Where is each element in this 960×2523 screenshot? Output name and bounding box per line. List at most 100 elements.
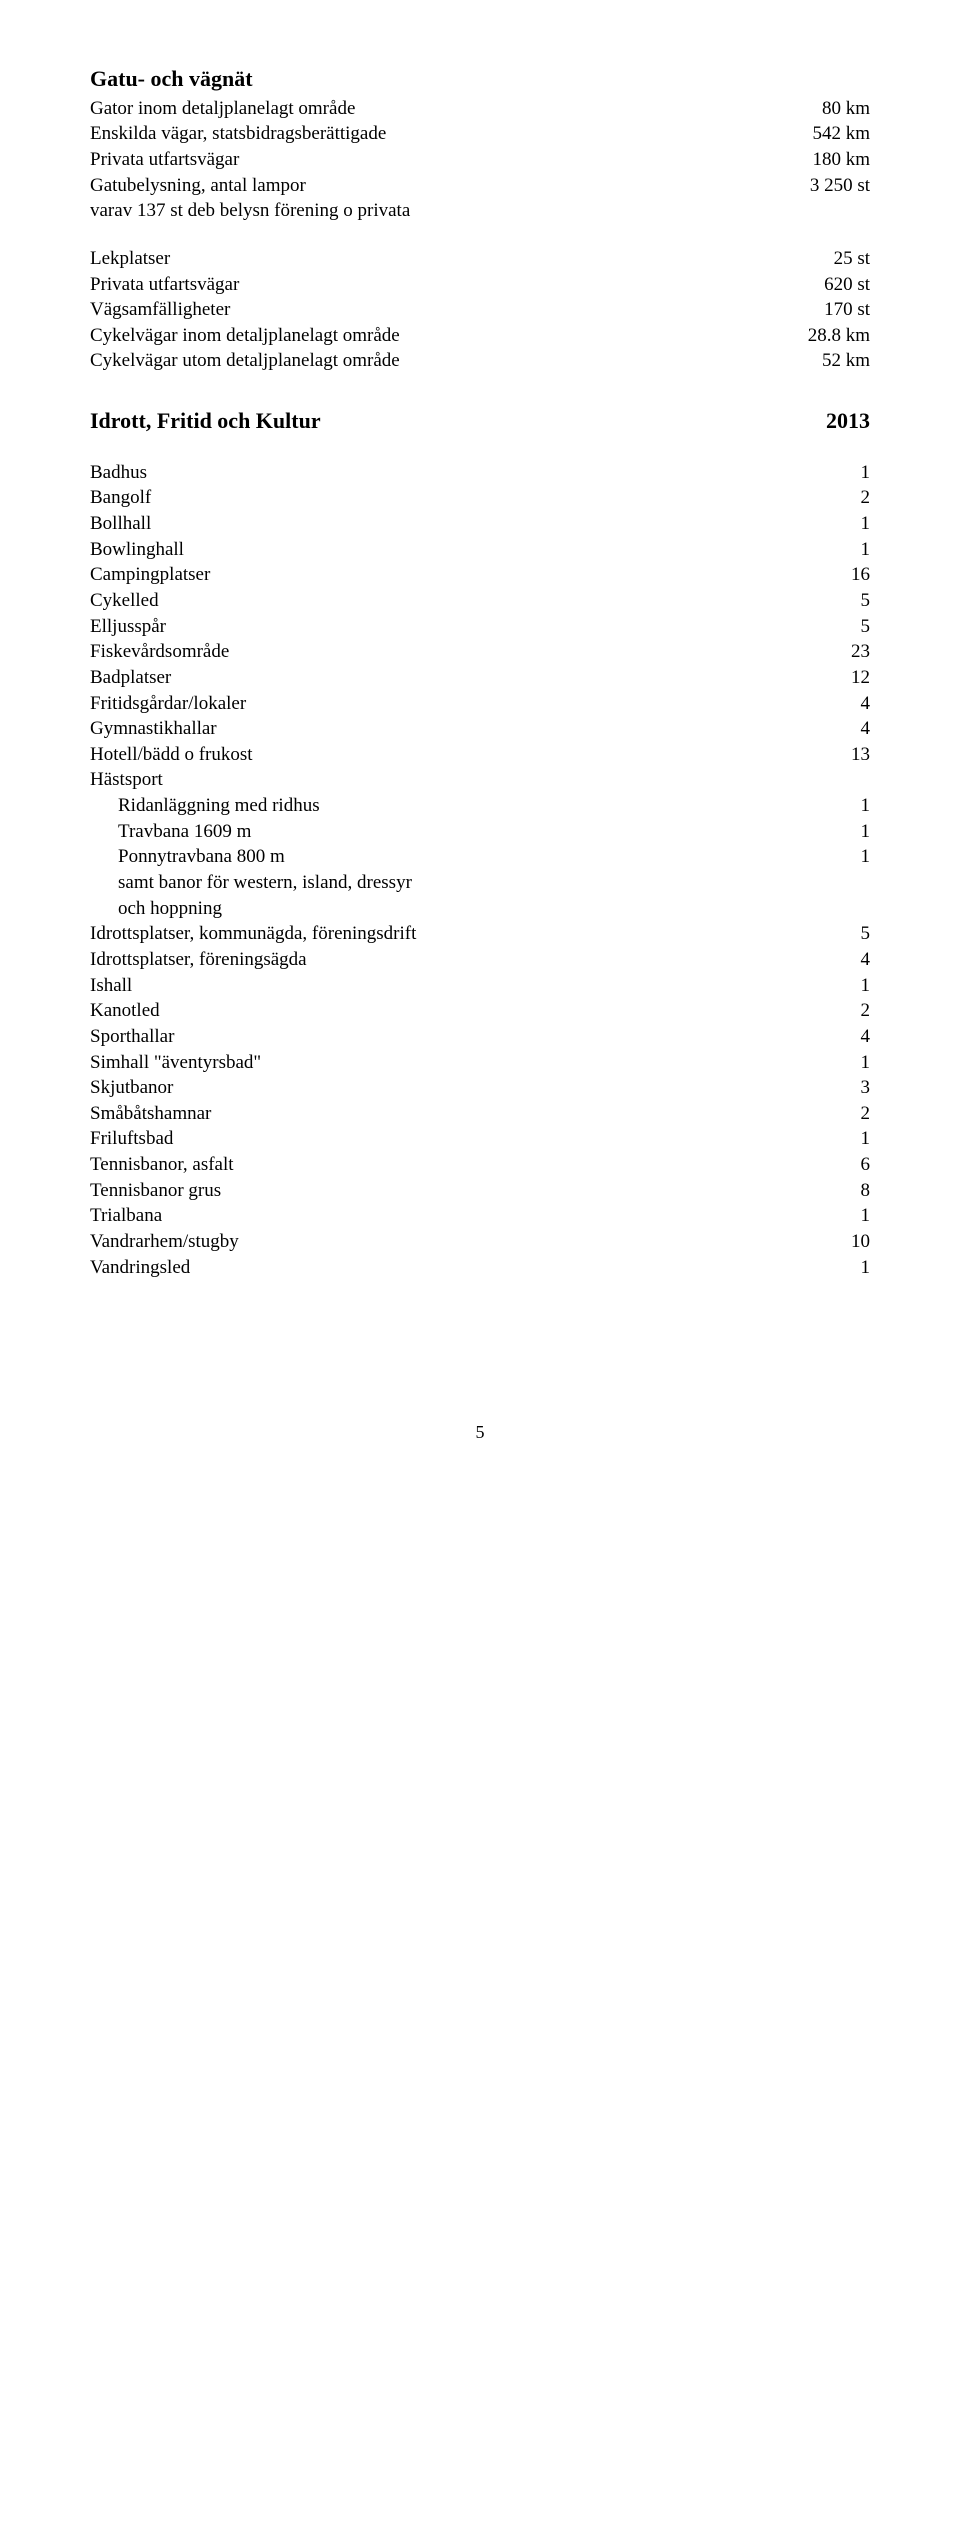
row-label: Gator inom detaljplanelagt område (90, 96, 760, 122)
row-value: 4 (820, 1024, 870, 1050)
data-row: Privata utfartsvägar180 km (90, 147, 870, 173)
data-row: Sporthallar4 (90, 1024, 870, 1050)
data-row: Vägsamfälligheter170 st (90, 297, 870, 323)
row-value: 23 (820, 639, 870, 665)
row-value: 25 st (760, 246, 870, 272)
row-value: 1 (820, 1050, 870, 1076)
row-label: Ishall (90, 973, 820, 999)
data-row: Campingplatser16 (90, 562, 870, 588)
row-label: Skjutbanor (90, 1075, 820, 1101)
row-value: 180 km (760, 147, 870, 173)
data-row: Skjutbanor3 (90, 1075, 870, 1101)
row-value: 5 (820, 921, 870, 947)
data-row: Elljusspår5 (90, 614, 870, 640)
data-row: Småbåtshamnar2 (90, 1101, 870, 1127)
row-value: 10 (820, 1229, 870, 1255)
data-row: Hotell/bädd o frukost13 (90, 742, 870, 768)
data-row: Bangolf2 (90, 485, 870, 511)
data-row: Bollhall1 (90, 511, 870, 537)
row-value: 2 (820, 998, 870, 1024)
data-row: Tennisbanor grus8 (90, 1178, 870, 1204)
data-row: Cykelled5 (90, 588, 870, 614)
row-value: 3 (820, 1075, 870, 1101)
data-row: Hästsport (90, 767, 870, 793)
row-label: Tennisbanor grus (90, 1178, 820, 1204)
row-label: Sporthallar (90, 1024, 820, 1050)
row-value: 1 (820, 844, 870, 870)
row-label: samt banor för western, island, dressyr (90, 870, 820, 896)
row-label: Bollhall (90, 511, 820, 537)
page-number: 5 (90, 1420, 870, 1444)
section3-heading-row: Idrott, Fritid och Kultur 2013 (90, 402, 870, 438)
row-value: 80 km (760, 96, 870, 122)
row-label: Gymnastikhallar (90, 716, 820, 742)
row-value: 2 (820, 1101, 870, 1127)
section1-heading: Gatu- och vägnät (90, 64, 870, 94)
row-value: 52 km (760, 348, 870, 374)
row-label: Småbåtshamnar (90, 1101, 820, 1127)
row-value: 4 (820, 691, 870, 717)
row-label: Idrottsplatser, kommunägda, föreningsdri… (90, 921, 820, 947)
row-value: 16 (820, 562, 870, 588)
data-row: Gator inom detaljplanelagt område80 km (90, 96, 870, 122)
data-row: Gatubelysning, antal lampor3 250 st (90, 173, 870, 199)
row-label: Hotell/bädd o frukost (90, 742, 820, 768)
row-label: Privata utfartsvägar (90, 147, 760, 173)
row-label: Badhus (90, 460, 820, 486)
data-row: Bowlinghall1 (90, 537, 870, 563)
row-value: 1 (820, 537, 870, 563)
data-row: Travbana 1609 m1 (90, 819, 870, 845)
row-value: 5 (820, 588, 870, 614)
row-label: Cykelvägar utom detaljplanelagt område (90, 348, 760, 374)
row-value: 6 (820, 1152, 870, 1178)
row-label: Vandrarhem/stugby (90, 1229, 820, 1255)
data-row: Gymnastikhallar4 (90, 716, 870, 742)
data-row: Enskilda vägar, statsbidragsberättigade5… (90, 121, 870, 147)
row-label: Vägsamfälligheter (90, 297, 760, 323)
row-label: Cykelvägar inom detaljplanelagt område (90, 323, 760, 349)
row-label: Trialbana (90, 1203, 820, 1229)
data-row: Simhall "äventyrsbad"1 (90, 1050, 870, 1076)
row-value: 1 (820, 1126, 870, 1152)
data-row: Kanotled2 (90, 998, 870, 1024)
row-label: Cykelled (90, 588, 820, 614)
row-label: Idrottsplatser, föreningsägda (90, 947, 820, 973)
section3-year: 2013 (820, 406, 870, 436)
row-value: 1 (820, 1255, 870, 1281)
data-row: samt banor för western, island, dressyr (90, 870, 870, 896)
row-value: 8 (820, 1178, 870, 1204)
row-label: Badplatser (90, 665, 820, 691)
data-row: Cykelvägar inom detaljplanelagt område28… (90, 323, 870, 349)
data-row: Ishall1 (90, 973, 870, 999)
row-value: 5 (820, 614, 870, 640)
row-value: 542 km (760, 121, 870, 147)
data-row: Friluftsbad1 (90, 1126, 870, 1152)
data-row: Vandringsled1 (90, 1255, 870, 1281)
data-row: Vandrarhem/stugby10 (90, 1229, 870, 1255)
row-value: 3 250 st (760, 173, 870, 199)
data-row: Privata utfartsvägar620 st (90, 272, 870, 298)
data-row: Cykelvägar utom detaljplanelagt område52… (90, 348, 870, 374)
row-label: Hästsport (90, 767, 820, 793)
row-value: 620 st (760, 272, 870, 298)
row-label: Kanotled (90, 998, 820, 1024)
data-row: Fritidsgårdar/lokaler4 (90, 691, 870, 717)
row-value: 1 (820, 511, 870, 537)
row-label: Campingplatser (90, 562, 820, 588)
row-label: Bangolf (90, 485, 820, 511)
data-row: Fiskevårdsområde23 (90, 639, 870, 665)
row-value: 13 (820, 742, 870, 768)
row-value: 1 (820, 460, 870, 486)
data-row: Badhus1 (90, 460, 870, 486)
data-row: Idrottsplatser, kommunägda, föreningsdri… (90, 921, 870, 947)
row-label: Simhall "äventyrsbad" (90, 1050, 820, 1076)
row-label: Gatubelysning, antal lampor (90, 173, 760, 199)
row-value: 4 (820, 716, 870, 742)
data-row: Tennisbanor, asfalt6 (90, 1152, 870, 1178)
section3-heading: Idrott, Fritid och Kultur (90, 406, 820, 436)
row-label: Vandringsled (90, 1255, 820, 1281)
row-value: 1 (820, 793, 870, 819)
row-label: Bowlinghall (90, 537, 820, 563)
row-label: Fiskevårdsområde (90, 639, 820, 665)
row-value: 4 (820, 947, 870, 973)
